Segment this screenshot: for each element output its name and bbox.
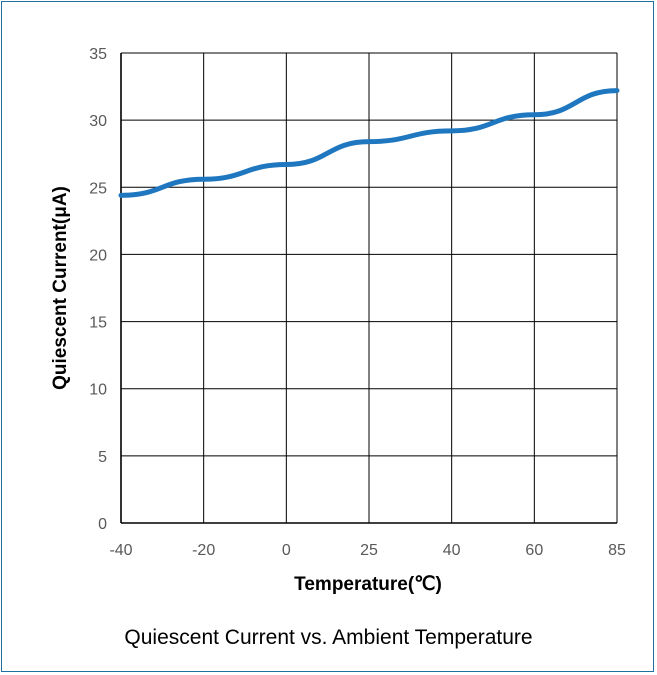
x-axis-title: Temperature(℃) (294, 574, 442, 595)
x-tick-label: 25 (360, 542, 378, 559)
series-lines (118, 88, 620, 198)
y-tick-label: 25 (89, 180, 107, 197)
y-tick-label: 20 (89, 247, 107, 264)
x-tick-label: 0 (282, 542, 291, 559)
series-line-0 (118, 88, 620, 198)
grid (120, 52, 618, 524)
y-tick-label: 30 (89, 113, 107, 130)
chart-caption: Quiescent Current vs. Ambient Temperatur… (124, 626, 533, 649)
x-tick-label: 60 (525, 542, 543, 559)
x-tick-labels: -40 -20 0 25 40 60 85 (109, 542, 626, 559)
x-tick-label: 40 (443, 542, 461, 559)
y-tick-labels: 0 5 10 15 20 25 30 35 (89, 46, 107, 533)
x-tick-label: 85 (608, 542, 626, 559)
x-tick-label: -40 (109, 542, 132, 559)
y-axis-title: Quiescent Current(μA) (50, 186, 71, 390)
y-tick-label: 0 (98, 516, 107, 533)
y-tick-label: 35 (89, 46, 107, 63)
y-tick-label: 10 (89, 382, 107, 399)
y-tick-label: 5 (98, 449, 107, 466)
x-tick-label: -20 (192, 542, 215, 559)
y-tick-label: 15 (89, 315, 107, 332)
